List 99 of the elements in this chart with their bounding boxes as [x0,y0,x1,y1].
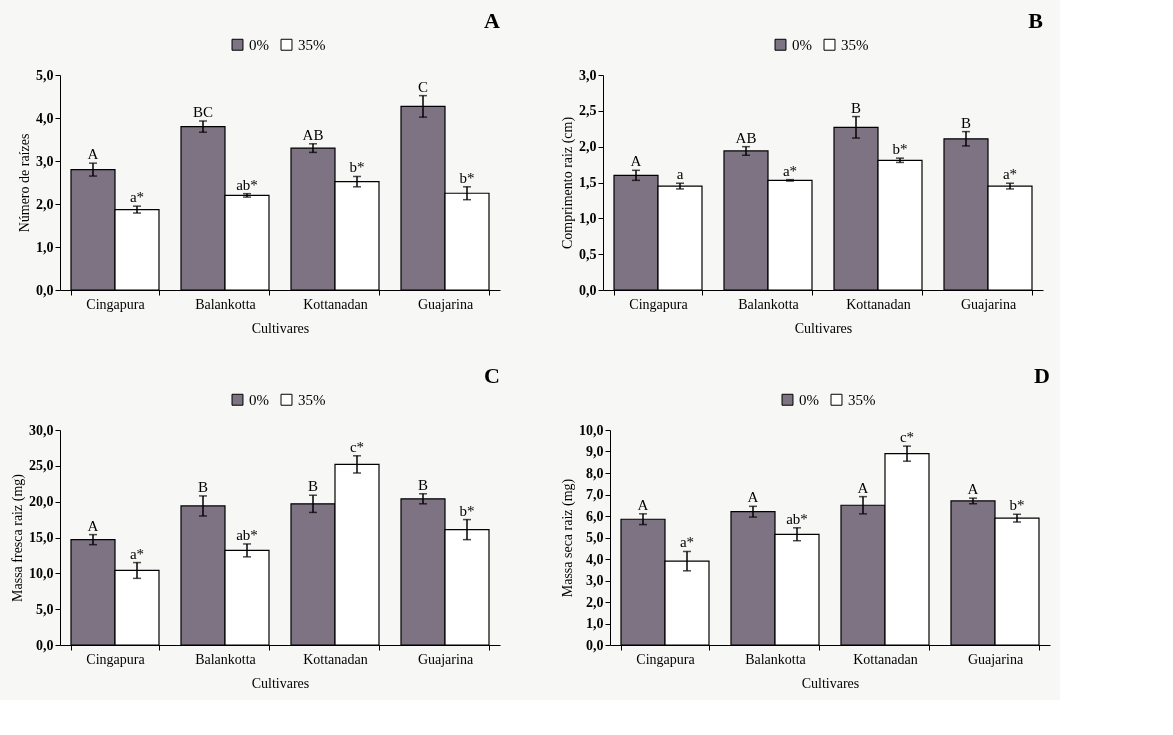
y-tick-label: 5,0 [36,601,54,617]
data-label: AB [302,126,324,143]
legend-label: 35% [848,391,876,408]
y-tick-label: 3,0 [36,153,54,169]
data-label: a* [679,534,695,551]
data-label: BC [192,104,214,121]
x-axis-title: Cultivares [794,320,853,336]
data-label: ab* [236,176,258,193]
y-tick-label: 25,0 [29,458,54,474]
data-label: A [630,153,642,170]
y-tick-label: 0,0 [36,282,54,298]
y-axis-title: Número de raízes [17,133,32,233]
data-label: B [850,99,862,116]
y-tick-label: 3,0 [579,67,597,83]
y-tick-label: 0,0 [36,637,54,653]
data-label: B [960,114,972,131]
data-label: B [307,478,319,495]
chart-title: C [484,363,500,388]
x-tick-label: Cingapura [86,651,146,667]
chart-title: D [1034,363,1050,388]
y-tick-label: 10,0 [579,422,604,438]
data-label: A [967,481,979,498]
data-label: a* [129,189,145,206]
data-label: ab* [236,526,258,543]
y-tick-label: 5,0 [586,530,604,545]
legend-label: 0% [249,391,269,408]
data-label: b* [459,502,475,519]
data-label: a* [782,162,798,179]
x-tick-label: Kottanadan [846,296,911,312]
data-label: A [747,489,759,506]
y-tick-label: 6,0 [586,508,604,524]
x-tick-label: Cingapura [86,296,146,312]
y-tick-label: 2,0 [36,196,54,212]
data-label: a* [1002,166,1018,183]
y-tick-label: 4,0 [36,110,54,126]
y-tick-label: 20,0 [29,494,54,510]
data-label: A [87,146,99,163]
x-tick-label: Balankotta [195,651,257,667]
data-label: A [637,496,649,513]
data-label: a [676,166,684,183]
data-label: a* [129,545,145,562]
y-tick-label: 30,0 [29,422,54,438]
x-tick-label: Balankotta [738,296,800,312]
legend-label: 35% [298,36,326,53]
y-tick-label: 2,0 [579,139,597,155]
legend-label: 0% [249,36,269,53]
x-tick-label: Guajarina [417,296,474,312]
data-label: A [87,517,99,534]
chart-title: B [1028,8,1044,33]
y-tick-label: 9,0 [586,444,604,459]
legend-label: 0% [799,391,819,408]
data-label: A [857,479,869,496]
y-tick-label: 15,0 [29,530,54,545]
x-axis-title: Cultivares [251,320,310,336]
y-tick-label: 1,0 [36,239,54,255]
data-label: b* [1009,497,1025,514]
data-label: b* [459,169,475,186]
legend-label: 0% [792,36,812,53]
y-tick-label: 0,5 [579,246,597,262]
data-label: b* [349,159,365,176]
x-tick-label: Guajarina [417,651,474,667]
data-label: B [197,478,209,495]
x-tick-label: Guajarina [967,651,1024,667]
x-tick-label: Kottanadan [303,651,368,667]
y-tick-label: 1,5 [579,175,597,190]
y-tick-label: 3,0 [586,573,604,588]
chart-title: A [484,8,501,33]
y-tick-label: 2,0 [586,594,604,610]
x-tick-label: Cingapura [636,651,696,667]
y-tick-label: 1,0 [579,210,597,226]
y-tick-label: 8,0 [586,465,604,481]
y-axis-title: Massa fresca raiz (mg) [10,473,26,602]
x-tick-label: Balankotta [195,296,257,312]
x-tick-label: Cingapura [629,296,689,312]
y-axis-title: Massa seca raiz (mg) [560,478,576,598]
x-tick-label: Kottanadan [303,296,368,312]
data-label: c* [899,429,915,446]
data-label: c* [349,438,365,455]
x-axis-title: Cultivares [251,675,310,691]
data-label: C [417,78,429,95]
y-tick-label: 2,5 [579,103,597,119]
data-label: AB [735,129,757,146]
data-label: ab* [786,510,808,527]
x-tick-label: Guajarina [960,296,1017,312]
y-tick-label: 7,0 [586,487,604,502]
legend-label: 35% [298,391,326,408]
y-axis-title: Comprimento raiz (cm) [560,116,576,250]
data-label: b* [892,141,908,158]
y-tick-label: 4,0 [586,551,604,567]
x-tick-label: Kottanadan [853,651,918,667]
data-label: B [417,476,429,493]
legend-label: 35% [841,36,869,53]
y-tick-label: 0,0 [579,282,597,298]
x-tick-label: Balankotta [745,651,807,667]
y-tick-label: 5,0 [36,67,54,83]
y-tick-label: 10,0 [29,565,54,581]
y-tick-label: 1,0 [586,616,604,631]
y-tick-label: 0,0 [586,637,604,653]
x-axis-title: Cultivares [801,675,860,691]
